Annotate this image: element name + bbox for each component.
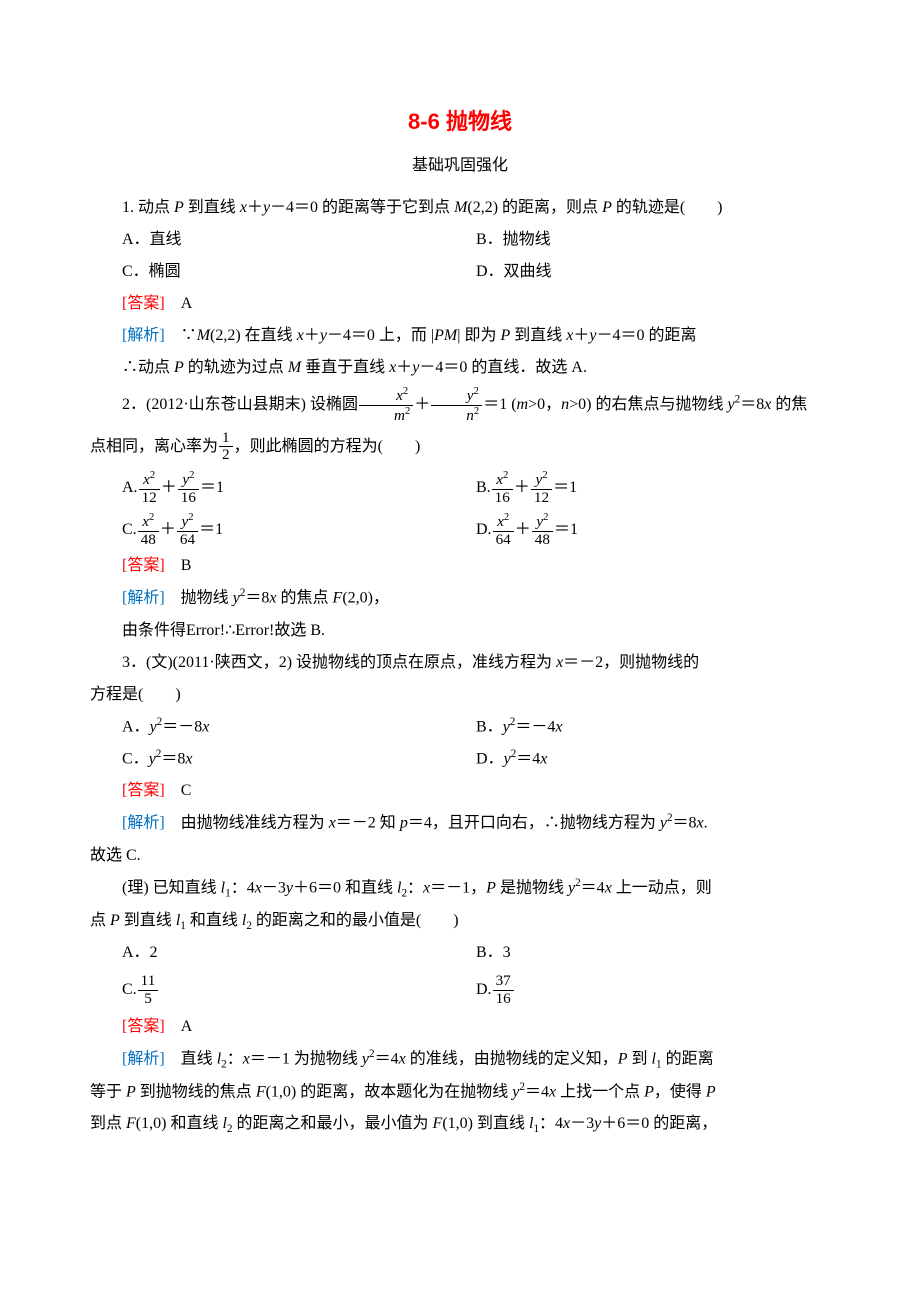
analysis-label: [解析]	[122, 590, 165, 607]
answer-label: [答案]	[122, 1018, 165, 1035]
q3-answer-value: C	[181, 782, 192, 799]
frac-x2-m2: x2m2	[359, 386, 413, 425]
answer-label: [答案]	[122, 782, 165, 799]
page-subtitle: 基础巩固强化	[90, 150, 830, 182]
q1-options-row1: A．直线 B．抛物线	[122, 224, 830, 256]
q2-opt-d: D.x264＋y248＝1	[476, 509, 830, 551]
q1-answer: [答案] A	[90, 288, 830, 320]
q2-opt-a: A.x212＋y216＝1	[122, 467, 476, 509]
q1-ana-2: ∴动点 P 的轨迹为过点 M 垂直于直线 x＋y－4＝0 的直线．故选 A.	[90, 352, 830, 384]
answer-label: [答案]	[122, 295, 165, 312]
q3li-ana-3: 到点 F(1,0) 和直线 l2 的距离之和最小，最小值为 F(1,0) 到直线…	[90, 1108, 830, 1141]
q3-opt-b: B．y2＝－4x	[476, 711, 830, 743]
frac-1-2: 12	[219, 430, 233, 464]
q3li-ana-2: 等于 P 到抛物线的焦点 F(1,0) 的距离，故本题化为在抛物线 y2＝4x …	[90, 1076, 830, 1108]
q2-options-row2: C.x248＋y264＝1 D.x264＋y248＝1	[122, 509, 830, 551]
q1-opt-d: D．双曲线	[476, 256, 830, 288]
q2-stem-line1: 2．(2012·山东苍山县期末) 设椭圆x2m2＋y2n2＝1 (m>0，n>0…	[90, 384, 830, 426]
q3li-answer: [答案] A	[90, 1011, 830, 1043]
q3li-opt-c: C.115	[122, 969, 476, 1011]
page-container: 8-6 抛物线 基础巩固强化 1. 动点 P 到直线 x＋y－4＝0 的距离等于…	[0, 0, 920, 1302]
q3-options-row2: C．y2＝8x D．y2＝4x	[122, 743, 830, 775]
q2-answer: [答案] B	[90, 550, 830, 582]
analysis-label: [解析]	[122, 815, 165, 832]
q3-stem-line1: 3．(文)(2011·陕西文，2) 设抛物线的顶点在原点，准线方程为 x＝－2，…	[90, 647, 830, 679]
q2-answer-value: B	[181, 557, 192, 574]
q1-ana-1: [解析] ∵M(2,2) 在直线 x＋y－4＝0 上，而 |PM| 即为 P 到…	[90, 320, 830, 352]
q3li-opt-a: A．2	[122, 937, 476, 969]
q3-options-row1: A．y2＝－8x B．y2＝－4x	[122, 711, 830, 743]
q1-answer-value: A	[181, 295, 193, 312]
q3li-opt-b: B．3	[476, 937, 830, 969]
q2-options-row1: A.x212＋y216＝1 B.x216＋y212＝1	[122, 467, 830, 509]
analysis-label: [解析]	[122, 1050, 165, 1067]
q3-opt-c: C．y2＝8x	[122, 743, 476, 775]
q3-answer: [答案] C	[90, 775, 830, 807]
q3-ana-1: [解析] 由抛物线准线方程为 x＝－2 知 p＝4，且开口向右，∴抛物线方程为 …	[90, 807, 830, 839]
q1-options-row2: C．椭圆 D．双曲线	[122, 256, 830, 288]
q3-stem-line2: 方程是( )	[90, 679, 830, 711]
q2-opt-b: B.x216＋y212＝1	[476, 467, 830, 509]
q1-stem: 1. 动点 P 到直线 x＋y－4＝0 的距离等于它到点 M(2,2) 的距离，…	[90, 192, 830, 224]
q3li-options-row1: A．2 B．3	[122, 937, 830, 969]
q3li-answer-value: A	[181, 1018, 193, 1035]
q3-opt-d: D．y2＝4x	[476, 743, 830, 775]
q1-opt-c: C．椭圆	[122, 256, 476, 288]
q3li-opt-d: D.3716	[476, 969, 830, 1011]
q3-ana-2: 故选 C.	[90, 840, 830, 872]
q3li-stem-line1: (理) 已知直线 l1：4x－3y＋6＝0 和直线 l2：x＝－1，P 是抛物线…	[90, 872, 830, 905]
q3li-ana-1: [解析] 直线 l2：x＝－1 为抛物线 y2＝4x 的准线，由抛物线的定义知，…	[90, 1043, 830, 1076]
q2-opt-c: C.x248＋y264＝1	[122, 509, 476, 551]
frac-y2-n2: y2n2	[431, 386, 482, 425]
q2-ana-2: 由条件得Error!∴Error!故选 B.	[90, 615, 830, 647]
answer-label: [答案]	[122, 557, 165, 574]
q1-opt-b: B．抛物线	[476, 224, 830, 256]
analysis-label: [解析]	[122, 327, 165, 344]
page-title: 8-6 抛物线	[90, 100, 830, 144]
q2-ana-1: [解析] 抛物线 y2＝8x 的焦点 F(2,0)，	[90, 582, 830, 614]
q3li-options-row2: C.115 D.3716	[122, 969, 830, 1011]
q3-opt-a: A．y2＝－8x	[122, 711, 476, 743]
q3li-stem-line2: 点 P 到直线 l1 和直线 l2 的距离之和的最小值是( )	[90, 905, 830, 938]
q1-opt-a: A．直线	[122, 224, 476, 256]
q2-stem-line2: 点相同，离心率为12，则此椭圆的方程为( )	[90, 426, 830, 468]
